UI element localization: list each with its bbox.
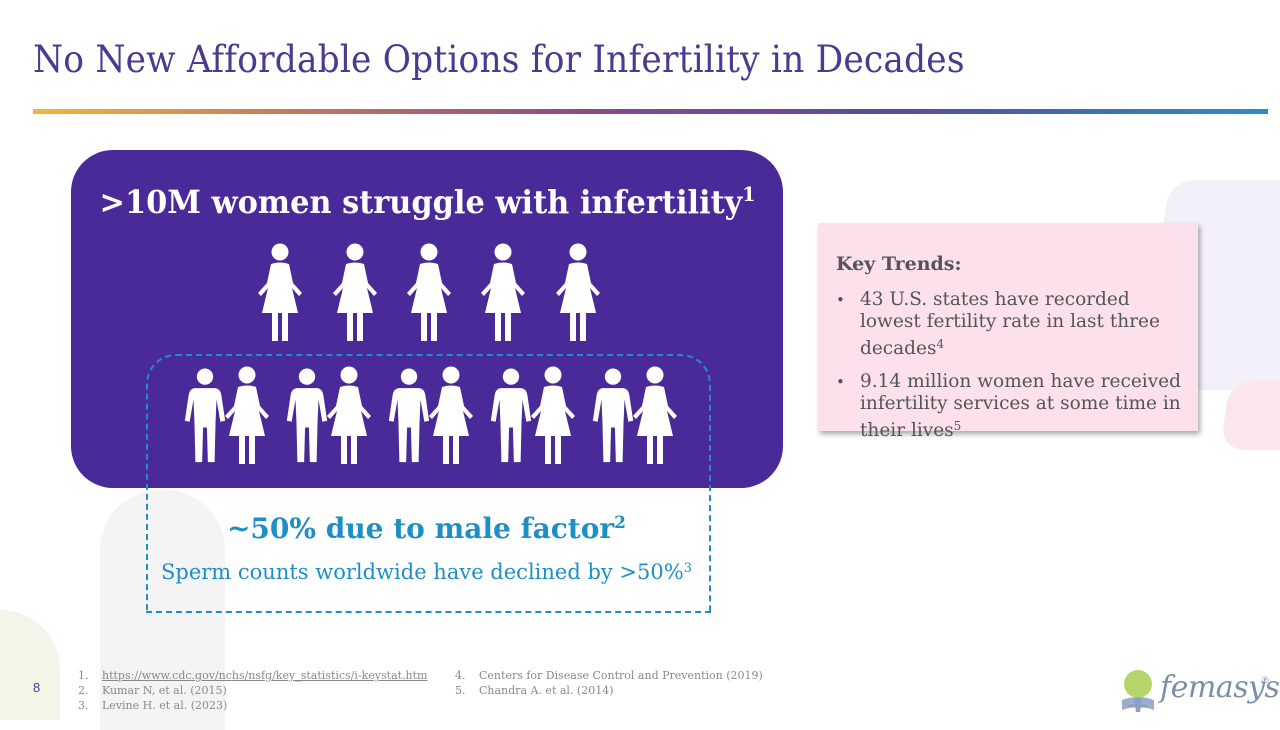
infertility-headline-text: >10M women struggle with infertility xyxy=(99,183,743,221)
key-trend-text: 43 U.S. states have recorded lowest fert… xyxy=(860,289,1160,359)
key-trend-item: 43 U.S. states have recorded lowest fert… xyxy=(836,289,1186,360)
infertility-headline-ref: 1 xyxy=(742,182,756,206)
references-left: 1. https://www.cdc.gov/nchs/nsfg/key_stat… xyxy=(78,668,428,713)
male-factor-headline: ~50% due to male factor2 xyxy=(146,512,707,545)
key-trends-heading: Key Trends: xyxy=(836,253,962,275)
title-gradient-rule xyxy=(33,109,1268,114)
femasys-logo-icon xyxy=(1122,670,1154,712)
reference-link[interactable]: https://www.cdc.gov/nchs/nsfg/key_statis… xyxy=(102,669,428,682)
sperm-count-ref: 3 xyxy=(683,561,692,576)
reference-text: Centers for Disease Control and Preventi… xyxy=(479,669,763,682)
woman-icon xyxy=(630,366,680,466)
male-factor-headline-text: ~50% due to male factor xyxy=(226,512,615,545)
woman-icon xyxy=(254,243,306,343)
woman-icon xyxy=(477,243,529,343)
male-factor-headline-ref: 2 xyxy=(614,513,627,533)
decor-shape-green xyxy=(0,610,60,720)
woman-icon xyxy=(329,243,381,343)
reference-item: 4. Centers for Disease Control and Preven… xyxy=(455,668,763,683)
reference-number: 4. xyxy=(455,669,466,682)
woman-icon xyxy=(528,366,578,466)
page-number: 8 xyxy=(33,680,41,695)
key-trend-item: 9.14 million women have received inferti… xyxy=(836,371,1186,442)
logo-registered-mark: ® xyxy=(1262,675,1269,685)
sperm-count-text: Sperm counts worldwide have declined by … xyxy=(146,560,707,584)
reference-text: Kumar N, et al. (2015) xyxy=(102,684,227,697)
infertility-headline: >10M women struggle with infertility1 xyxy=(21,182,833,221)
woman-icon xyxy=(403,243,455,343)
reference-item: 2. Kumar N, et al. (2015) xyxy=(78,683,428,698)
decor-shape-pink xyxy=(1220,380,1280,450)
woman-icon xyxy=(426,366,476,466)
reference-number: 3. xyxy=(78,699,89,712)
woman-icon xyxy=(222,366,272,466)
logo-wordmark: femasys xyxy=(1160,670,1280,705)
reference-text: Levine H. et al. (2023) xyxy=(102,699,228,712)
key-trend-ref: 4 xyxy=(936,337,945,351)
key-trend-text: 9.14 million women have received inferti… xyxy=(860,371,1181,441)
key-trends-box: Key Trends: 43 U.S. states have recorded… xyxy=(818,223,1198,441)
sperm-count-text-body: Sperm counts worldwide have declined by … xyxy=(161,560,684,584)
references-right: 4. Centers for Disease Control and Preven… xyxy=(455,668,763,698)
male-factor-dashed-frame xyxy=(146,354,711,613)
woman-icon xyxy=(324,366,374,466)
reference-number: 2. xyxy=(78,684,89,697)
key-trends-list: 43 U.S. states have recorded lowest fert… xyxy=(836,289,1186,453)
slide-title: No New Affordable Options for Infertilit… xyxy=(33,38,965,81)
woman-icon xyxy=(552,243,604,343)
reference-item: 5. Chandra A. et al. (2014) xyxy=(455,683,763,698)
key-trend-ref: 5 xyxy=(953,419,962,433)
reference-item: 1. https://www.cdc.gov/nchs/nsfg/key_stat… xyxy=(78,668,428,683)
reference-number: 5. xyxy=(455,684,466,697)
reference-item: 3. Levine H. et al. (2023) xyxy=(78,698,428,713)
reference-number: 1. xyxy=(78,669,89,682)
reference-text: Chandra A. et al. (2014) xyxy=(479,684,614,697)
